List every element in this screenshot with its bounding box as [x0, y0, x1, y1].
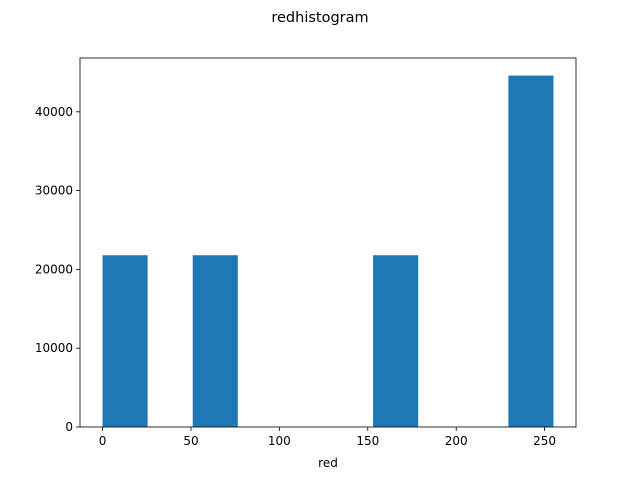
x-tick-label: 150	[356, 434, 379, 448]
x-tick-label: 200	[445, 434, 468, 448]
y-tick-label: 10000	[35, 341, 73, 355]
y-tick-label: 40000	[35, 105, 73, 119]
y-tick-label: 20000	[35, 262, 73, 276]
chart-title: redhistogram	[271, 10, 368, 26]
x-axis: 0 50 100 150 200 250	[99, 427, 556, 448]
x-tick-label: 100	[268, 434, 291, 448]
x-axis-label: red	[318, 456, 338, 470]
x-tick-label: 0	[99, 434, 107, 448]
x-tick-label: 50	[183, 434, 198, 448]
histogram-bar-2	[192, 255, 238, 427]
histogram-bar-6	[373, 255, 419, 427]
plot-frame	[79, 57, 577, 428]
y-tick-label: 0	[65, 420, 73, 434]
y-tick-label: 30000	[35, 184, 73, 198]
bars-layer	[102, 75, 554, 428]
histogram-bar-9	[508, 75, 554, 428]
x-tick-label: 250	[533, 434, 556, 448]
y-axis: 0 10000 20000 30000 40000	[35, 105, 80, 434]
histogram-bar-0	[102, 255, 148, 427]
